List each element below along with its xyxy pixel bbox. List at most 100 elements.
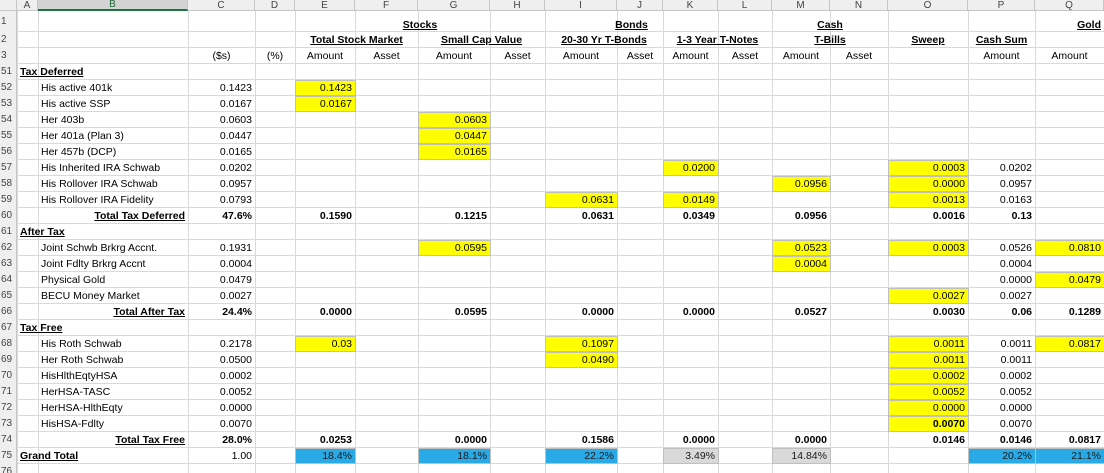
cell: 0.0202 [188, 160, 255, 175]
cell-text: 14.84% [791, 450, 827, 462]
cell-text: 0.0011 [933, 338, 965, 350]
cell-text: 0.0956 [794, 178, 827, 190]
cell-text: 0.13 [1011, 209, 1032, 222]
cell: 0.0003 [888, 160, 969, 176]
grid-line [188, 11, 189, 473]
row-header: 71 [0, 383, 17, 400]
grid-line [17, 47, 1104, 48]
column-header: L [718, 0, 772, 11]
cell-text: 0.0052 [219, 385, 252, 398]
grid-line [17, 127, 1104, 128]
cell: HerHSA-TASC [38, 384, 188, 399]
grid-line [17, 303, 1104, 304]
cell-text: BECU Money Market [41, 289, 140, 302]
grid-line [17, 447, 1104, 448]
column-header: F [355, 0, 418, 11]
cell-text: Gold [1077, 19, 1101, 31]
grid-line [17, 255, 1104, 256]
cell-text: 0.0202 [999, 161, 1032, 174]
cell: Asset [830, 48, 888, 63]
cell-text: 20.2% [1002, 450, 1032, 462]
cell: HerHSA-HlthEqty [38, 400, 188, 415]
cell-text: His Rollover IRA Fidelity [41, 193, 154, 206]
column-header: O [888, 0, 968, 11]
row-header: 53 [0, 95, 17, 112]
cell-text: 3.49% [685, 450, 715, 462]
cell: 0.06 [968, 304, 1035, 319]
cell-text: 0.0810 [1068, 242, 1101, 254]
cell-text: 0.0149 [682, 194, 715, 206]
grid-line [17, 319, 1104, 320]
cell: Gold [1035, 12, 1104, 31]
cell-text: 0.0027 [999, 289, 1032, 302]
cell-text: 0.0000 [219, 401, 252, 414]
cell: Asset [718, 48, 772, 63]
cell-text: Her 457b (DCP) [41, 145, 117, 158]
cell-text: 0.0003 [932, 162, 965, 174]
cell: 0.0004 [772, 256, 831, 272]
cell-text: 0.0526 [999, 241, 1032, 254]
row-header: 68 [0, 335, 17, 352]
cell-text: 0.1586 [581, 433, 614, 446]
cell-text: 0.0011 [1000, 353, 1032, 366]
cell: 0.0027 [968, 288, 1035, 303]
cell-text: Cash [817, 19, 843, 31]
cell: ($s) [188, 48, 255, 63]
cell: Small Cap Value [418, 32, 545, 47]
cell-text: 0.0000 [682, 305, 715, 318]
row-header: 65 [0, 287, 17, 304]
cell: Her 401a (Plan 3) [38, 128, 188, 143]
cell: Amount [295, 48, 355, 63]
cell-text: 0.0070 [932, 418, 965, 430]
cell: HisHlthEqtyHSA [38, 368, 188, 383]
cell-text: Total Stock Market [310, 33, 403, 46]
cell: 0.0810 [1035, 240, 1104, 256]
cell-text: 0.0793 [219, 193, 252, 206]
cell: 0.0000 [968, 400, 1035, 415]
cell-text: Asset [626, 49, 654, 62]
cell-text: Total After Tax [113, 305, 185, 318]
cell: 0.1097 [545, 336, 618, 352]
cell-text: 47.6% [222, 209, 252, 222]
cell: Asset [355, 48, 418, 63]
column-header: N [830, 0, 888, 11]
cell-text: 18.4% [322, 450, 352, 462]
cell-text: 18.1% [457, 450, 487, 462]
cell-text: 0.0011 [933, 354, 965, 366]
cell: 28.0% [188, 432, 255, 447]
cell-text: 0.0817 [1068, 338, 1101, 350]
cell: 0.0002 [888, 368, 969, 384]
cell: 0.0000 [663, 304, 718, 319]
cell: Grand Total [17, 448, 78, 463]
row-header: 1 [0, 11, 17, 32]
column-header: C [188, 0, 255, 11]
cell-text: Tax Deferred [20, 65, 84, 78]
cell: 0.0349 [663, 208, 718, 223]
cell: 0.1931 [188, 240, 255, 255]
grid-line [663, 11, 664, 473]
cell-text: 0.1423 [219, 81, 252, 94]
row-header: 56 [0, 143, 17, 160]
cell-text: Amount [306, 49, 344, 62]
cell-text: Amount [1051, 49, 1088, 62]
cell-text: 0.0165 [219, 145, 252, 158]
column-header: A [17, 0, 38, 11]
grid-line [17, 335, 1104, 336]
cell-text: HerHSA-TASC [41, 385, 111, 398]
cell: After Tax [17, 224, 65, 239]
cell: Stocks [295, 12, 545, 31]
cell: Amount [663, 48, 718, 63]
cell: Tax Deferred [17, 64, 83, 79]
cell: 0.13 [968, 208, 1035, 223]
cell-text: T-Bills [814, 33, 846, 46]
cell: 0.0253 [295, 432, 355, 447]
cell-text: 0.0631 [581, 194, 614, 206]
cell-text: 0.0200 [682, 162, 715, 174]
cell: Her 403b [38, 112, 188, 127]
cell-text: 0.0165 [454, 146, 487, 158]
cell: His Roth Schwab [38, 336, 188, 351]
cell-text: Asset [731, 49, 759, 62]
cell: 0.0000 [888, 176, 969, 192]
cell-text: 0.0956 [794, 209, 827, 222]
